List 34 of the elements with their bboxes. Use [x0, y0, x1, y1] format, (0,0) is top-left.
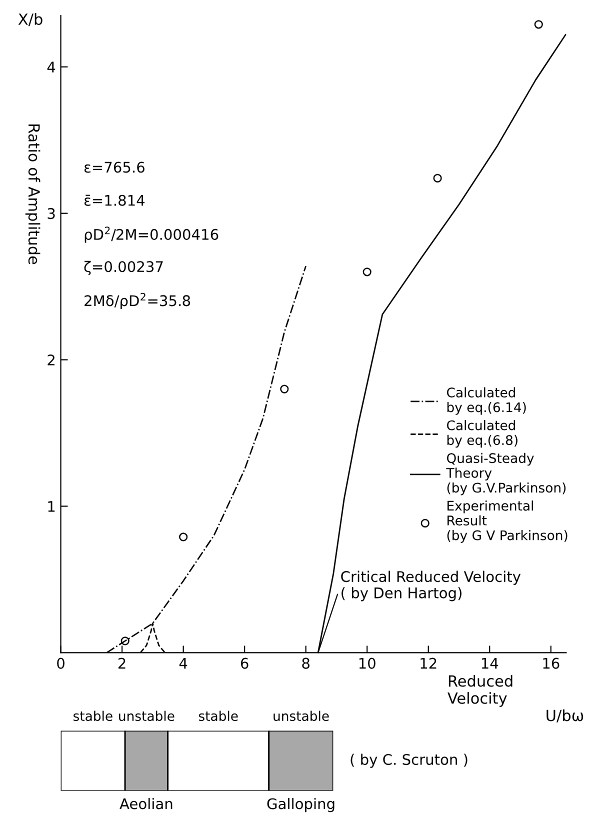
x-tick-label: 10 [359, 658, 376, 669]
y-tick-label: 4 [47, 62, 56, 72]
x-tick-label: 2 [118, 658, 126, 669]
x-axis-title: Reduced Velocity [448, 674, 512, 707]
y-tick-label: 3 [48, 208, 55, 220]
annotation: ρD$^{2}$/2M=0.000416 [84, 226, 218, 243]
x-tick-label: 0 [57, 658, 64, 669]
text: ( by C. Scruton ) [350, 754, 468, 768]
annotation: 2Mδ/ρD$^{2}$=35.8 [84, 292, 190, 310]
series-label: stable [74, 710, 112, 721]
x-tick-label: 6 [240, 658, 248, 669]
x-tick-label: 14 [482, 658, 498, 669]
x-tick-label: 16 [543, 658, 560, 669]
text: U/bω [546, 709, 584, 722]
legend-label: Calculated by eq.(6.14) [446, 387, 526, 415]
x-tick-label: 8 [302, 658, 310, 669]
legend-label: Experimental Result (by G V Parkinson) [447, 500, 568, 543]
series-label: unstable [119, 710, 174, 721]
legend-label: Calculated by eq.(6.8) [446, 420, 518, 448]
x-tick-label: 12 [420, 658, 436, 669]
text: X/b [18, 13, 42, 26]
text: Aeolian [120, 798, 172, 810]
annotation: ε̄=1.814 [84, 194, 145, 206]
y-axis-title: Ratio of Amplitude [25, 124, 40, 264]
annotation: Critical Reduced Velocity ( by Den Hartog) [341, 570, 521, 602]
y-tick-label: 2 [48, 354, 54, 366]
annotation: ε=765.6 [84, 162, 144, 173]
x-tick-label: 4 [179, 658, 188, 669]
series-label: stable [198, 710, 238, 721]
annotation: ζ=0.00237 [84, 260, 163, 275]
legend-label: Quasi-Steady Theory (by G.V.Parkinson) [446, 452, 566, 496]
series-label: unstable [274, 710, 329, 721]
text: Galloping [267, 798, 334, 812]
y-tick-label: 1 [48, 501, 55, 512]
